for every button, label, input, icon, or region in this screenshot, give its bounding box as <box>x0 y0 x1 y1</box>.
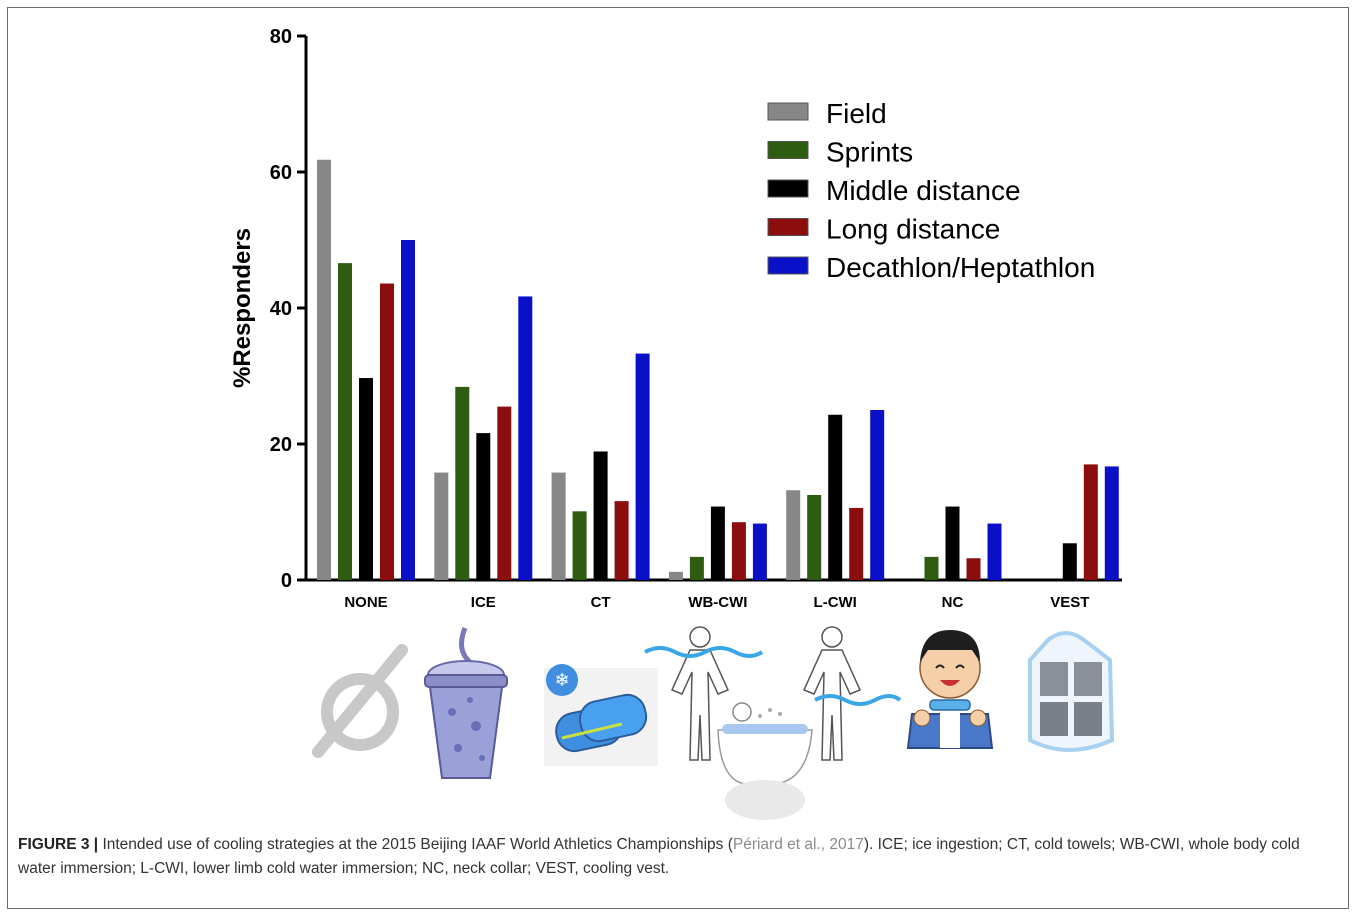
bar <box>849 507 864 580</box>
bar <box>828 414 843 580</box>
cooling-vest-icon <box>1028 631 1115 752</box>
x-tick-label: ICE <box>471 594 496 611</box>
bar <box>338 263 352 580</box>
x-tick-labels: NONE ICE CT WB-CWI L-CWI NC VEST <box>344 594 1089 611</box>
neck-collar-person-icon <box>906 630 994 749</box>
bar <box>518 296 533 580</box>
bar <box>317 159 331 580</box>
figure-caption: FIGURE 3 | Intended use of cooling strat… <box>18 833 1328 881</box>
bar <box>1062 543 1077 580</box>
bar <box>497 406 512 580</box>
caption-text-after: ). ICE; ice ingestion; CT, cold towels; … <box>18 836 1300 877</box>
legend-label: Long distance <box>826 214 1000 245</box>
legend-label: Decathlon/Heptathlon <box>826 252 1095 283</box>
lower-limb-immersion-icon <box>802 626 902 761</box>
bar <box>476 433 491 580</box>
bar <box>551 472 566 580</box>
bar <box>593 451 608 580</box>
strategy-icons: ❄ <box>312 626 1115 820</box>
legend-swatch <box>767 102 809 121</box>
bar <box>1083 464 1098 580</box>
y-axis-title: %Responders <box>229 228 256 388</box>
legend-label: Field <box>826 98 887 129</box>
bar <box>786 490 801 580</box>
bar <box>689 556 704 580</box>
y-tick-label: 20 <box>270 434 292 456</box>
legend-swatch <box>767 141 809 159</box>
bar <box>359 378 373 580</box>
iced-drink-icon <box>424 627 508 779</box>
bar <box>614 501 629 580</box>
x-tick-label: VEST <box>1050 594 1089 611</box>
bar <box>380 283 394 580</box>
bar <box>455 386 470 580</box>
bar <box>807 495 822 580</box>
bar <box>731 522 746 580</box>
x-tick-label: NONE <box>344 594 387 611</box>
chart-bars <box>317 159 1119 580</box>
caption-label: FIGURE 3 | <box>18 836 99 853</box>
bar <box>966 558 981 580</box>
bar <box>710 506 725 580</box>
x-tick-label: NC <box>942 594 964 611</box>
legend-label: Sprints <box>826 137 913 168</box>
svg-text:❄: ❄ <box>554 670 569 691</box>
bar <box>401 240 415 580</box>
bar <box>668 571 683 580</box>
bar <box>870 410 885 580</box>
legend-swatch <box>767 218 809 236</box>
caption-reference-link[interactable]: Périard et al., 2017 <box>732 836 864 853</box>
bar <box>1104 466 1119 580</box>
caption-text-before: Intended use of cooling strategies at th… <box>98 836 733 853</box>
bar <box>945 506 960 580</box>
x-tick-label: WB-CWI <box>688 594 747 611</box>
figure-frame <box>7 7 1349 909</box>
bar <box>987 523 1002 580</box>
bar <box>434 472 449 580</box>
chart-legend: Field Sprints Middle distance Long distance… <box>767 98 1095 283</box>
legend-label: Middle distance <box>826 175 1021 206</box>
y-tick-label: 60 <box>270 162 292 184</box>
y-tick-label: 40 <box>270 298 292 320</box>
y-tick-label: 0 <box>281 570 292 592</box>
x-tick-label: L-CWI <box>814 594 857 611</box>
x-tick-label: CT <box>591 594 611 611</box>
bar-chart: 0 20 40 60 80 %Responders NONE ICE CT WB-CWI L-CW… <box>229 26 1122 820</box>
legend-swatch <box>767 256 809 275</box>
bar <box>924 556 939 580</box>
bar <box>635 353 650 580</box>
whole-body-immersion-icon <box>644 626 813 820</box>
null-symbol-icon <box>312 644 408 758</box>
y-tick-label: 80 <box>270 26 292 48</box>
bar <box>572 511 587 580</box>
legend-swatch <box>767 179 809 198</box>
bar <box>752 523 767 580</box>
cold-towels-icon: ❄ <box>544 664 658 766</box>
